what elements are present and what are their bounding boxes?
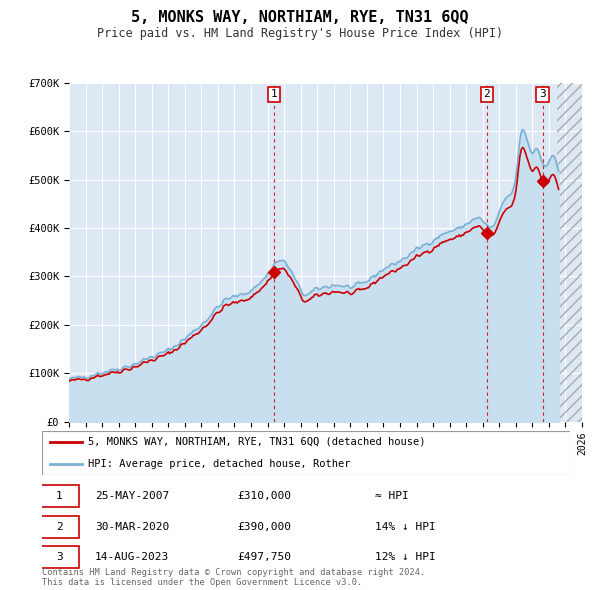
FancyBboxPatch shape (42, 431, 570, 475)
Text: 14% ↓ HPI: 14% ↓ HPI (374, 522, 436, 532)
Text: 2: 2 (484, 90, 490, 100)
Text: 14-AUG-2023: 14-AUG-2023 (95, 552, 169, 562)
Text: £497,750: £497,750 (238, 552, 292, 562)
Text: 3: 3 (539, 90, 546, 100)
Text: HPI: Average price, detached house, Rother: HPI: Average price, detached house, Roth… (88, 459, 351, 469)
Bar (557, 83, 582, 422)
Text: Contains HM Land Registry data © Crown copyright and database right 2024.
This d: Contains HM Land Registry data © Crown c… (42, 568, 425, 587)
Text: £390,000: £390,000 (238, 522, 292, 532)
FancyBboxPatch shape (40, 546, 79, 568)
Text: 5, MONKS WAY, NORTHIAM, RYE, TN31 6QQ: 5, MONKS WAY, NORTHIAM, RYE, TN31 6QQ (131, 10, 469, 25)
Text: 1: 1 (56, 491, 62, 501)
Text: 5, MONKS WAY, NORTHIAM, RYE, TN31 6QQ (detached house): 5, MONKS WAY, NORTHIAM, RYE, TN31 6QQ (d… (88, 437, 426, 447)
Text: 3: 3 (56, 552, 62, 562)
Text: 30-MAR-2020: 30-MAR-2020 (95, 522, 169, 532)
Text: £310,000: £310,000 (238, 491, 292, 501)
FancyBboxPatch shape (40, 516, 79, 537)
FancyBboxPatch shape (40, 485, 79, 507)
Text: 12% ↓ HPI: 12% ↓ HPI (374, 552, 436, 562)
Bar (557, 83, 582, 422)
Text: ≈ HPI: ≈ HPI (374, 491, 409, 501)
Text: Price paid vs. HM Land Registry's House Price Index (HPI): Price paid vs. HM Land Registry's House … (97, 27, 503, 40)
Text: 1: 1 (271, 90, 277, 100)
Text: 2: 2 (56, 522, 62, 532)
Text: 25-MAY-2007: 25-MAY-2007 (95, 491, 169, 501)
